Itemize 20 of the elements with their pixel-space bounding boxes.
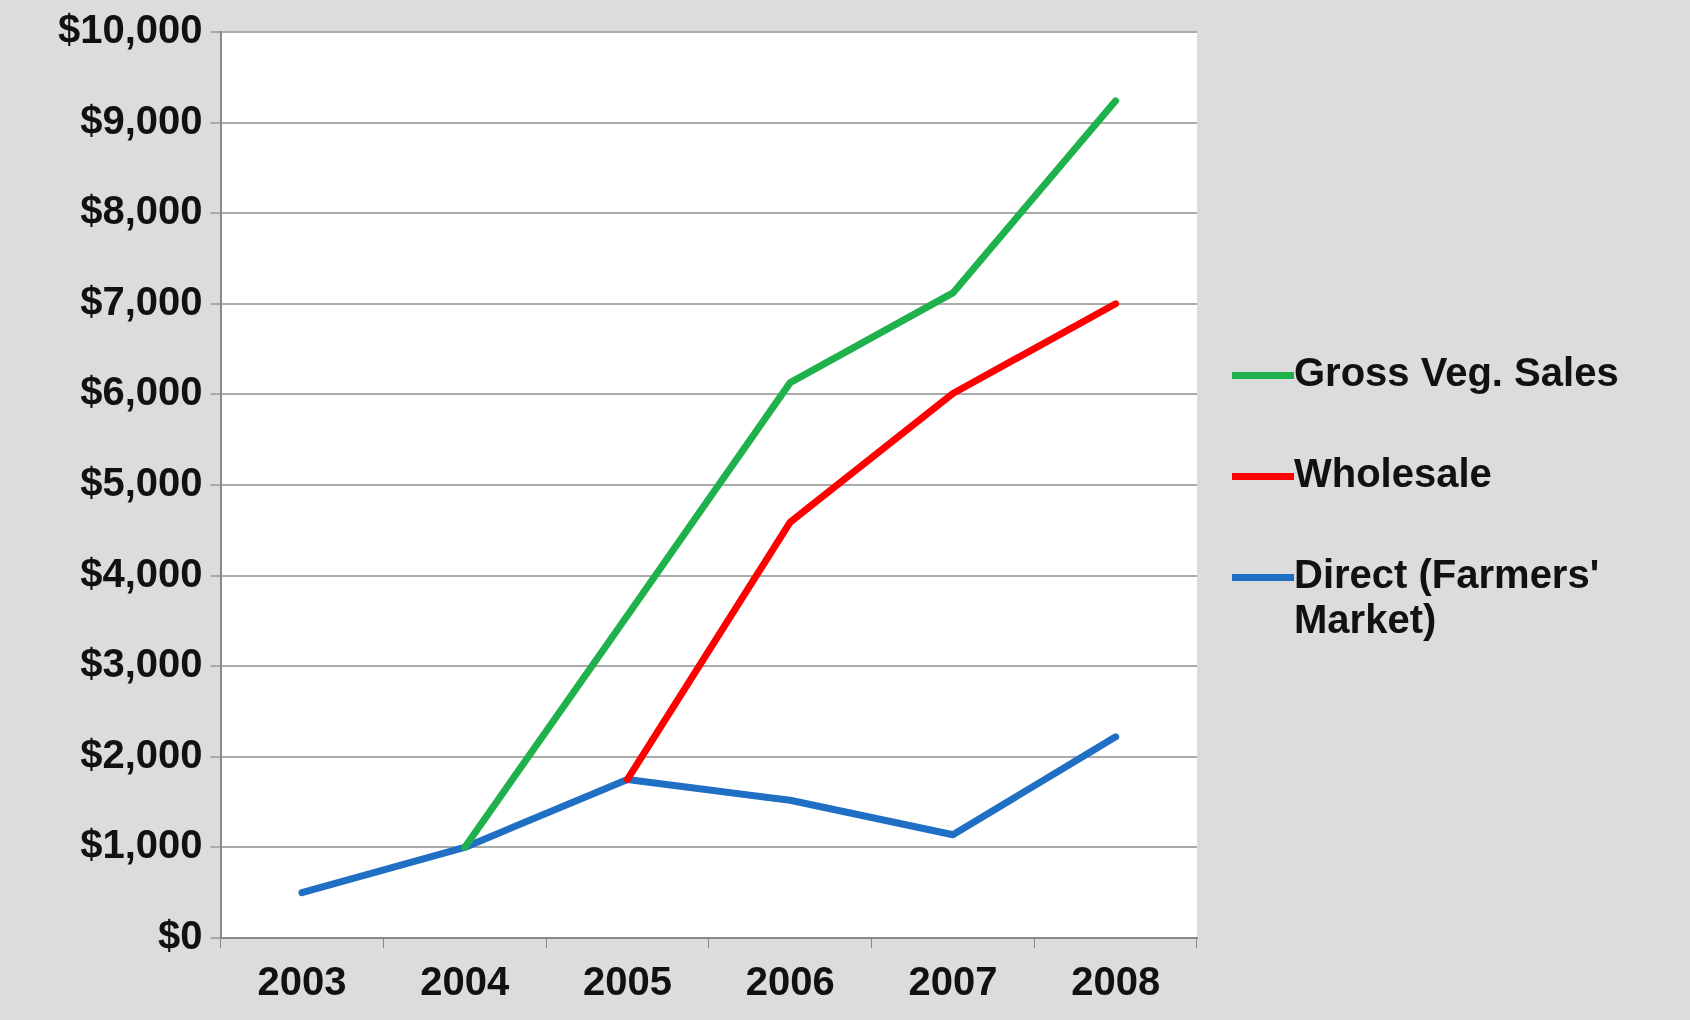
legend-label: Direct (Farmers' Market) [1294,552,1601,642]
y-tick-label: $7,000 [80,278,203,323]
x-tick-label: 2008 [1071,959,1161,1004]
y-tick-label: $3,000 [80,641,203,686]
y-tick-label: $1,000 [80,822,203,867]
y-tick-label: $10,000 [58,7,203,52]
y-tick-label: $6,000 [80,369,203,414]
y-tick-label: $9,000 [80,97,203,142]
y-tick-label: $2,000 [80,731,203,776]
x-tick-label: 2006 [745,959,835,1004]
legend-label: Wholesale [1294,451,1492,496]
y-tick-label: $0 [158,913,203,958]
x-tick-label: 2004 [420,959,510,1004]
y-tick-label: $5,000 [80,460,203,505]
y-tick-label: $8,000 [80,188,203,233]
x-tick-label: 2007 [908,959,998,1004]
x-tick-label: 2005 [582,959,672,1004]
y-tick-label: $4,000 [80,550,203,595]
x-tick-label: 2003 [257,959,347,1004]
legend-label: Gross Veg. Sales [1294,350,1619,395]
